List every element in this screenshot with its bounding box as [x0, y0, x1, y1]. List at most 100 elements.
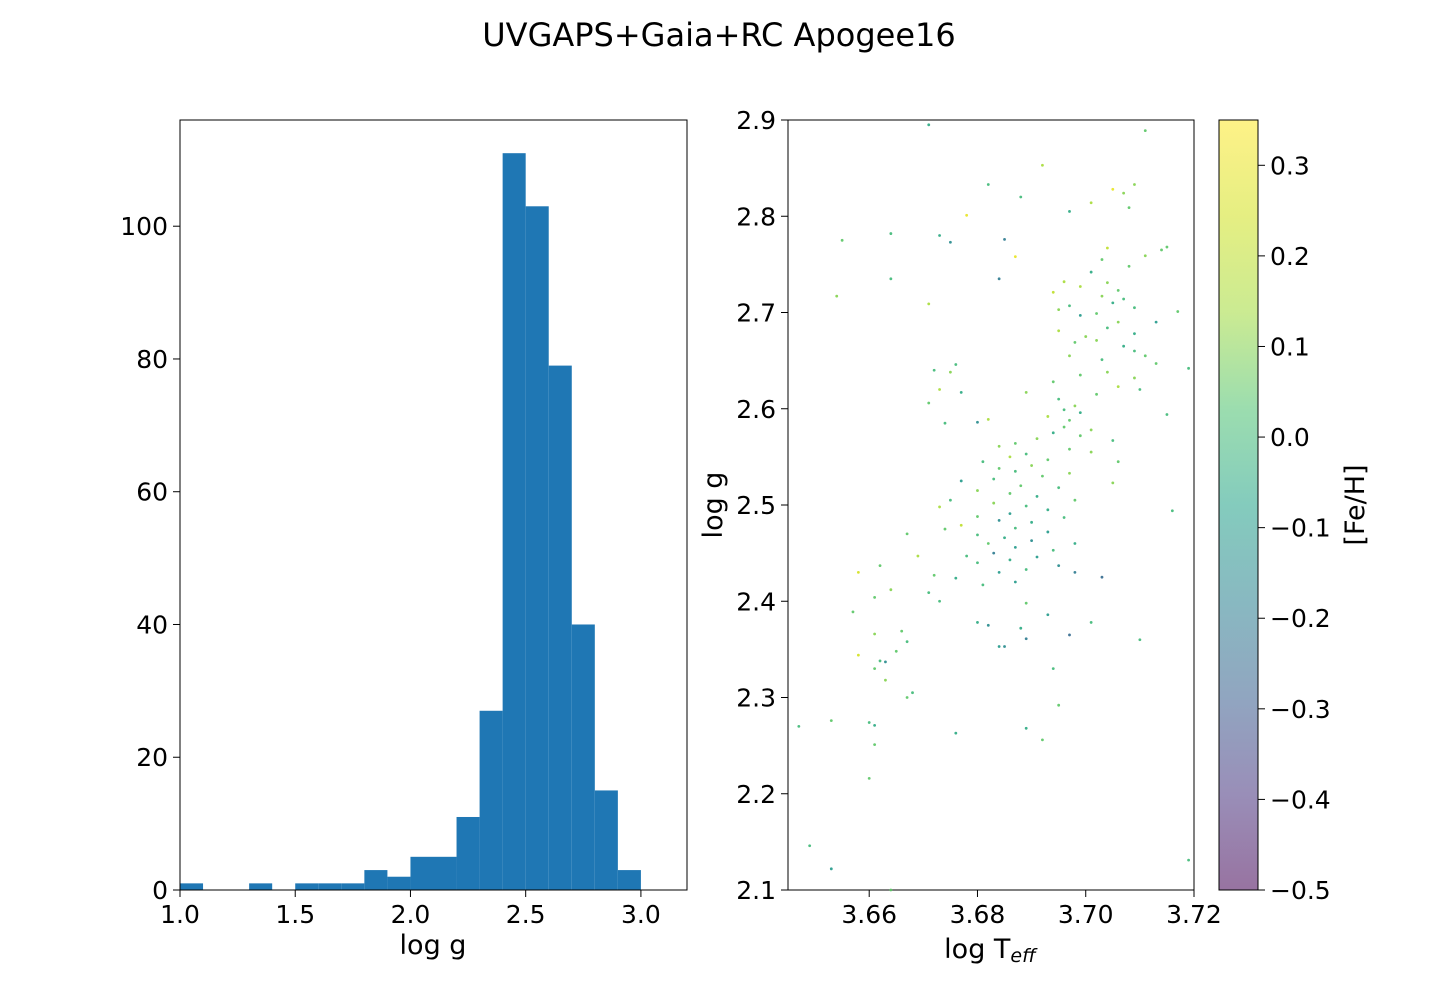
scatter-x-label: log Teff: [944, 934, 1038, 967]
scatter-panel: 3.66 3.68 3.70 3.72 2.12.22.32.42.52.62.72.…: [698, 106, 1222, 967]
scatter-point: [1154, 362, 1158, 365]
scatter-point: [927, 401, 931, 405]
scatter-point: [1003, 237, 1006, 241]
scatter-point: [1078, 411, 1082, 414]
scatter-point: [1105, 246, 1109, 250]
scatter-point: [1030, 520, 1033, 524]
scatter-point: [981, 460, 985, 464]
scatter-point: [1095, 312, 1098, 315]
colorbar-tick-label: −0.4: [1270, 785, 1331, 814]
scatter-point: [959, 523, 963, 527]
scatter-point: [1143, 129, 1147, 132]
scatter-point: [949, 240, 952, 244]
scatter-point: [938, 505, 941, 509]
scatter-point: [1143, 354, 1147, 358]
scatter-point: [1019, 195, 1023, 199]
scatter-point: [938, 599, 941, 603]
scatter-point: [1116, 288, 1120, 292]
scatter-point: [1051, 380, 1055, 384]
scatter-point: [1030, 539, 1033, 543]
scatter-point: [959, 479, 963, 483]
scatter-point: [829, 867, 833, 871]
x-tick-label: 1.0: [160, 900, 200, 929]
histogram-bar: [318, 883, 342, 890]
scatter-point: [1143, 254, 1147, 258]
scatter-point: [1030, 464, 1033, 467]
x-tick-label: 3.72: [1166, 900, 1222, 929]
colorbar-gradient: [1219, 120, 1258, 890]
colorbar-tick-label: 0.1: [1270, 332, 1310, 361]
histogram-bar: [295, 883, 319, 890]
scatter-point: [911, 691, 914, 695]
scatter-y-label: log g: [698, 472, 729, 539]
scatter-point: [1127, 206, 1131, 209]
scatter-point: [1003, 645, 1006, 648]
scatter-point: [1111, 481, 1115, 485]
scatter-point: [1035, 437, 1039, 440]
scatter-point: [959, 390, 963, 394]
x-tick-label: 3.66: [841, 900, 897, 929]
y-tick-label: 2.7: [736, 299, 776, 328]
scatter-point: [1138, 638, 1142, 642]
scatter-point: [1062, 516, 1066, 519]
scatter-point: [1046, 613, 1050, 617]
scatter-point: [1073, 542, 1077, 545]
scatter-point: [992, 501, 996, 505]
y-tick-label: 2.2: [736, 780, 776, 809]
scatter-point: [949, 370, 952, 374]
scatter-point: [938, 388, 941, 391]
histogram-bar: [594, 790, 618, 890]
scatter-point: [1111, 187, 1115, 191]
colorbar-tick-label: −0.1: [1270, 514, 1331, 543]
scatter-point: [1068, 418, 1071, 422]
scatter-point: [867, 776, 871, 780]
scatter-point: [1078, 285, 1082, 288]
histogram-bar: [180, 883, 204, 890]
colorbar-label: [Fe/H]: [1340, 464, 1371, 545]
scatter-point: [954, 363, 958, 366]
scatter-point: [1100, 575, 1104, 579]
scatter-point: [873, 724, 877, 727]
scatter-point: [1176, 310, 1180, 313]
x-tick-label: 2.5: [506, 900, 546, 929]
scatter-point: [1160, 248, 1163, 252]
scatter-point: [1073, 498, 1077, 502]
y-tick-label: 80: [136, 345, 168, 374]
scatter-point: [1089, 270, 1093, 274]
scatter-point: [1089, 621, 1093, 624]
scatter-point: [873, 743, 877, 747]
scatter-point: [889, 277, 893, 281]
scatter-point: [932, 368, 936, 372]
scatter-point: [829, 719, 833, 722]
scatter-point: [1116, 385, 1120, 389]
scatter-point: [1068, 633, 1071, 637]
scatter-point: [976, 489, 979, 492]
scatter-point: [1095, 392, 1098, 396]
histogram-x-ticks: 1.0 1.5 2.0 2.5 3.0: [160, 890, 661, 929]
scatter-point: [840, 238, 844, 242]
scatter-point: [873, 596, 877, 599]
scatter-point: [1068, 447, 1071, 451]
scatter-point: [1057, 308, 1061, 312]
scatter-point: [927, 123, 931, 127]
scatter-points: [797, 123, 1190, 892]
scatter-axes-frame: [787, 119, 1195, 891]
scatter-point: [889, 588, 893, 592]
histogram-bar: [502, 153, 526, 891]
histogram-axes-frame: [179, 119, 688, 891]
scatter-point: [1122, 297, 1126, 301]
scatter-point: [1127, 264, 1131, 268]
scatter-point: [1041, 163, 1044, 167]
scatter-point: [1111, 301, 1115, 305]
y-tick-label: 2.5: [736, 491, 776, 520]
scatter-point: [1051, 431, 1055, 435]
scatter-point: [997, 444, 1001, 448]
scatter-point: [1041, 474, 1044, 478]
scatter-point: [997, 519, 1001, 522]
scatter-point: [1057, 397, 1061, 401]
scatter-point: [873, 667, 877, 671]
y-tick-label: 100: [120, 212, 168, 241]
scatter-point: [1138, 388, 1142, 391]
scatter-point: [997, 570, 1001, 574]
scatter-point: [1046, 415, 1050, 418]
